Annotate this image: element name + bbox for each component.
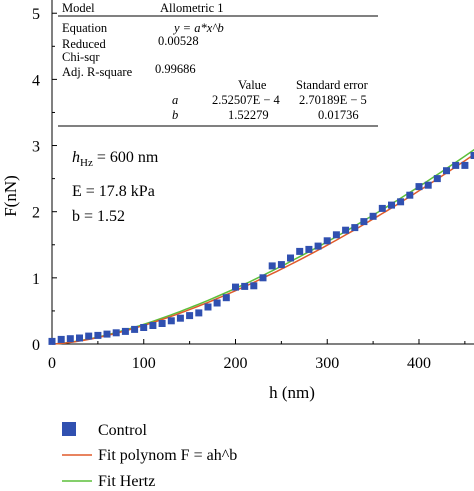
y-tick-label: 3 xyxy=(32,139,40,156)
data-point xyxy=(415,183,423,191)
param-a-error: 2.70189E − 5 xyxy=(299,93,367,107)
table-row-equation-label: Equation xyxy=(62,21,108,35)
data-point xyxy=(268,262,276,270)
param-header-error: Standard error xyxy=(296,78,369,92)
x-axis-label: h (nm) xyxy=(269,383,315,402)
data-point xyxy=(397,198,405,206)
data-markers xyxy=(48,152,474,345)
data-point xyxy=(424,181,432,189)
data-point xyxy=(461,161,469,169)
annotations: hHz = 600 nm E = 17.8 kPa b = 1.52 xyxy=(72,149,159,225)
annotation-h-var: h xyxy=(72,149,80,166)
data-point xyxy=(277,261,285,269)
data-point xyxy=(388,201,395,209)
data-point xyxy=(305,245,313,253)
data-point xyxy=(149,322,157,329)
annotation-h-value: = 600 nm xyxy=(93,149,159,166)
x-ticks: 0100200300400500600 xyxy=(48,339,466,372)
data-point xyxy=(76,334,83,342)
data-point xyxy=(222,294,230,302)
y-ticks: 0 1 2 3 4 5 xyxy=(32,6,57,354)
param-a-value: 2.52507E − 4 xyxy=(212,93,281,107)
data-point xyxy=(232,283,239,291)
data-point xyxy=(452,161,460,169)
data-point xyxy=(259,274,267,282)
data-point xyxy=(250,282,258,290)
data-point xyxy=(241,282,249,290)
y-axis-label: F(nN) xyxy=(1,175,20,217)
y-tick-label: 1 xyxy=(32,271,40,288)
legend-label-hertz: Fit Hertz xyxy=(98,473,155,490)
legend: Control Fit polynom F = ah^b Fit Hertz xyxy=(62,422,237,490)
data-point xyxy=(369,212,377,220)
x-tick-label: 300 xyxy=(315,355,339,372)
data-point xyxy=(158,320,166,327)
table-row-chisqr-label: Reduced xyxy=(62,37,106,51)
data-point xyxy=(433,175,441,183)
data-point xyxy=(66,335,74,343)
table-header-model-name: Allometric 1 xyxy=(160,1,224,15)
data-point xyxy=(360,218,368,226)
legend-label-polynom: Fit polynom F = ah^b xyxy=(98,447,237,464)
data-point xyxy=(57,335,65,343)
table-row-rsq-label: Adj. R-square xyxy=(62,65,133,79)
legend-label-control: Control xyxy=(98,422,147,439)
annotation-b: b = 1.52 xyxy=(72,208,125,225)
data-point xyxy=(85,332,93,340)
y-tick-label: 5 xyxy=(32,6,40,23)
fit-table: Model Allometric 1 Equation y = a*x^b Re… xyxy=(58,1,378,127)
param-a-name: a xyxy=(172,93,178,107)
x-tick-label: 0 xyxy=(48,355,56,372)
data-point xyxy=(342,226,350,234)
data-point xyxy=(94,331,102,339)
data-point xyxy=(112,329,120,337)
annotation-h-sub: Hz xyxy=(80,157,93,169)
table-row-chisqr-value: 0.00528 xyxy=(158,34,199,48)
legend-swatch-control xyxy=(62,422,76,436)
data-point xyxy=(131,325,139,333)
table-row-chisqr-label2: Chi-sqr xyxy=(62,50,100,64)
data-point xyxy=(406,191,414,199)
data-point xyxy=(351,224,359,232)
data-point xyxy=(443,167,450,175)
plot-frame xyxy=(51,0,474,345)
data-point xyxy=(296,247,304,255)
param-header-value: Value xyxy=(238,78,267,92)
y-tick-label: 2 xyxy=(32,205,40,222)
data-point xyxy=(314,242,322,250)
data-point xyxy=(287,254,294,262)
param-b-name: b xyxy=(172,108,178,122)
y-tick-label: 4 xyxy=(32,72,40,89)
data-point xyxy=(140,324,148,331)
data-point xyxy=(103,330,111,338)
annotation-e: E = 17.8 kPa xyxy=(72,183,155,200)
data-point xyxy=(378,204,386,212)
data-point xyxy=(323,237,331,245)
x-tick-label: 100 xyxy=(132,355,156,372)
data-point xyxy=(176,314,184,322)
data-point xyxy=(204,303,212,311)
data-point xyxy=(186,312,194,320)
table-header-model: Model xyxy=(62,1,95,15)
table-row-rsq-value: 0.99686 xyxy=(155,62,196,76)
table-row-equation-value: y = a*x^b xyxy=(172,21,224,35)
param-b-value: 1.52279 xyxy=(228,108,269,122)
y-tick-label: 0 xyxy=(32,337,40,354)
x-tick-label: 400 xyxy=(407,355,431,372)
annotation-h: hHz = 600 nm xyxy=(72,149,159,169)
x-tick-label: 200 xyxy=(223,355,247,372)
data-point xyxy=(121,327,129,335)
data-point xyxy=(195,309,203,317)
data-point xyxy=(470,152,474,159)
param-b-error: 0.01736 xyxy=(318,108,359,122)
data-point xyxy=(167,317,175,325)
data-point xyxy=(213,299,221,307)
data-point xyxy=(332,231,340,239)
data-point xyxy=(48,337,56,345)
